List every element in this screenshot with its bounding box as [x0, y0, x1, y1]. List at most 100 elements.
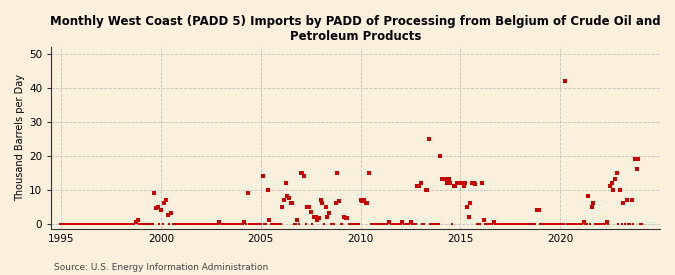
Point — [362, 201, 373, 205]
Point — [432, 221, 443, 226]
Point — [352, 221, 362, 226]
Point — [540, 221, 551, 226]
Point — [441, 181, 452, 185]
Point — [508, 221, 519, 226]
Point — [583, 194, 594, 199]
Point — [537, 221, 547, 226]
Point — [199, 221, 210, 226]
Point — [92, 221, 103, 226]
Point — [257, 174, 268, 178]
Text: Source: U.S. Energy Information Administration: Source: U.S. Energy Information Administ… — [54, 263, 268, 272]
Point — [438, 177, 449, 182]
Point — [522, 221, 533, 226]
Point — [68, 221, 78, 226]
Point — [274, 221, 285, 226]
Point — [580, 221, 591, 226]
Point — [504, 221, 514, 226]
Point — [154, 221, 165, 226]
Point — [578, 220, 589, 224]
Point — [279, 197, 290, 202]
Point — [277, 204, 288, 209]
Point — [101, 221, 111, 226]
Point — [550, 221, 561, 226]
Point — [490, 221, 501, 226]
Point — [618, 201, 629, 205]
Point — [463, 214, 474, 219]
Point — [601, 220, 612, 224]
Point — [357, 199, 368, 204]
Point — [515, 221, 526, 226]
Point — [360, 201, 371, 205]
Point — [410, 221, 421, 226]
Point — [302, 204, 313, 209]
Point — [547, 221, 558, 226]
Point — [76, 221, 86, 226]
Point — [156, 208, 167, 212]
Point — [389, 221, 400, 226]
Point — [408, 221, 419, 226]
Point — [249, 221, 260, 226]
Point — [113, 221, 124, 226]
Point — [613, 221, 624, 226]
Point — [379, 221, 389, 226]
Point — [342, 216, 353, 221]
Point — [556, 221, 567, 226]
Point — [103, 221, 113, 226]
Point — [89, 221, 100, 226]
Point — [541, 221, 552, 226]
Point — [397, 220, 408, 224]
Point — [144, 221, 155, 226]
Point — [131, 220, 142, 224]
Point — [500, 221, 511, 226]
Point — [329, 221, 340, 226]
Point — [197, 221, 208, 226]
Point — [79, 221, 90, 226]
Point — [563, 221, 574, 226]
Point — [159, 201, 170, 205]
Point — [96, 221, 107, 226]
Point — [72, 221, 83, 226]
Point — [339, 214, 350, 219]
Point — [516, 221, 527, 226]
Point — [126, 221, 136, 226]
Point — [82, 221, 93, 226]
Point — [109, 221, 120, 226]
Point — [513, 221, 524, 226]
Point — [129, 221, 140, 226]
Point — [250, 221, 261, 226]
Point — [179, 221, 190, 226]
Point — [387, 221, 398, 226]
Point — [416, 221, 427, 226]
Point — [124, 221, 135, 226]
Point — [269, 221, 279, 226]
Point — [525, 221, 536, 226]
Point — [605, 184, 616, 188]
Point — [398, 221, 409, 226]
Point — [184, 221, 195, 226]
Point — [234, 221, 244, 226]
Point — [565, 221, 576, 226]
Point — [518, 221, 529, 226]
Point — [454, 181, 464, 185]
Point — [262, 187, 273, 192]
Point — [264, 218, 275, 222]
Point — [259, 221, 269, 226]
Point — [599, 221, 610, 226]
Point — [479, 218, 489, 222]
Point — [616, 221, 627, 226]
Point — [418, 221, 429, 226]
Point — [468, 181, 479, 185]
Point — [637, 221, 647, 226]
Point — [367, 221, 378, 226]
Point — [450, 184, 461, 188]
Point — [221, 221, 232, 226]
Point — [415, 181, 426, 185]
Point — [382, 221, 393, 226]
Point — [590, 221, 601, 226]
Point — [526, 221, 537, 226]
Point — [308, 214, 319, 219]
Point — [573, 221, 584, 226]
Point — [570, 221, 580, 226]
Point — [225, 221, 236, 226]
Point — [294, 221, 304, 226]
